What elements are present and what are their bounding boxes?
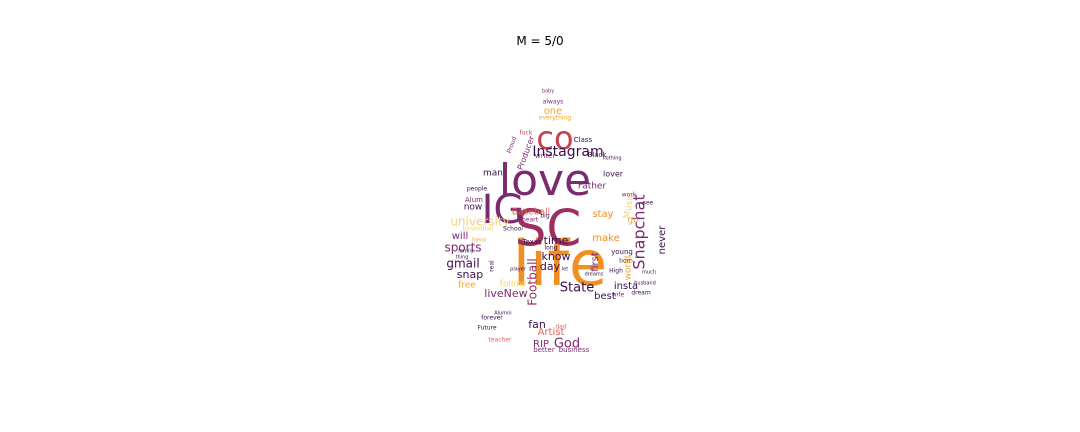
cloud-word: Black — [588, 151, 608, 159]
figure-title: M = 5/0 — [516, 34, 564, 48]
cloud-word: stay — [592, 209, 613, 220]
cloud-word: university — [450, 215, 509, 229]
cloud-word: friend — [472, 238, 487, 244]
cloud-word: dream — [631, 290, 651, 297]
cloud-word: will — [452, 231, 469, 242]
cloud-word: School — [503, 226, 523, 233]
cloud-word: Proud — [506, 136, 519, 155]
cloud-word: lover — [603, 170, 624, 179]
cloud-word: IG — [482, 187, 525, 233]
cloud-word: co — [536, 119, 573, 157]
cloud-word: forever — [481, 315, 503, 322]
cloud-word: big — [540, 213, 549, 220]
cloud-word: everything — [539, 115, 572, 122]
cloud-word: dreams — [585, 272, 604, 278]
cloud-word: time — [544, 234, 569, 247]
cloud-word: real — [489, 260, 496, 272]
cloud-word: work — [622, 192, 637, 199]
cloud-word: fan — [528, 318, 546, 331]
cloud-word: basketball — [463, 226, 494, 233]
cloud-word: always — [543, 99, 564, 106]
cloud-word: go — [627, 216, 639, 226]
cloud-word: business — [559, 346, 590, 354]
cloud-word: baby — [542, 89, 554, 95]
cloud-word: day — [540, 260, 561, 273]
cloud-word: gmail — [446, 257, 479, 271]
cloud-word: State — [560, 281, 594, 296]
cloud-word: born — [619, 258, 633, 265]
cloud-word: know — [541, 250, 570, 263]
cloud-word: never — [657, 225, 668, 255]
cloud-word: God — [554, 337, 580, 352]
cloud-word: world — [624, 256, 634, 281]
cloud-word: Snapchat — [630, 194, 649, 269]
cloud-word: liveNew — [484, 287, 527, 300]
cloud-word: make — [592, 233, 619, 244]
cloud-word: long — [545, 245, 558, 252]
cloud-word: thing — [456, 255, 469, 261]
cloud-word: let — [562, 267, 568, 273]
cloud-word: snap — [457, 268, 483, 281]
cloud-word: life — [513, 227, 607, 300]
cloud-word: young — [611, 248, 633, 256]
cloud-word: teacher — [489, 337, 513, 344]
cloud-word: insta — [614, 281, 638, 292]
cloud-word: see — [643, 200, 654, 207]
cloud-word: better — [533, 346, 555, 354]
cloud-word: fuck — [520, 130, 533, 137]
cloud-word: wife — [612, 292, 625, 299]
cloud-word: Future — [477, 325, 496, 332]
cloud-word: RIP — [533, 339, 549, 350]
cloud-word: Football — [526, 258, 540, 306]
cloud-word: SC — [515, 200, 582, 258]
cloud-word: Baseball — [512, 208, 550, 218]
cloud-word: Music — [622, 193, 636, 220]
cloud-word: free — [458, 281, 476, 291]
cloud-word: Class — [574, 136, 593, 144]
cloud-word: one — [544, 106, 563, 117]
cloud-word: Father — [578, 182, 607, 192]
cloud-word: husband — [634, 281, 656, 287]
cloud-word: sports — [444, 241, 481, 255]
cloud-word: people — [467, 186, 488, 193]
cloud-word: Instagram — [532, 144, 603, 160]
cloud-word: High — [609, 268, 623, 275]
cloud-word: Alumni — [494, 311, 511, 317]
cloud-word: Artist — [538, 327, 565, 338]
cloud-word: love — [499, 155, 591, 206]
cloud-word: player — [510, 267, 527, 273]
cloud-word: first — [590, 252, 601, 272]
cloud-word: heart — [522, 217, 539, 224]
cloud-word: now — [464, 203, 483, 213]
cloud-word: Texas — [521, 238, 542, 246]
cloud-word: nothing — [602, 156, 621, 162]
cloud-word: dad — [555, 324, 566, 331]
cloud-word: best — [594, 291, 616, 302]
cloud-word: much — [642, 270, 656, 276]
cloud-word: family — [458, 249, 473, 255]
cloud-word: Alum — [465, 196, 483, 204]
cloud-word: man — [483, 169, 503, 179]
cloud-word: writer — [535, 152, 556, 160]
cloud-word: follow — [500, 280, 527, 290]
